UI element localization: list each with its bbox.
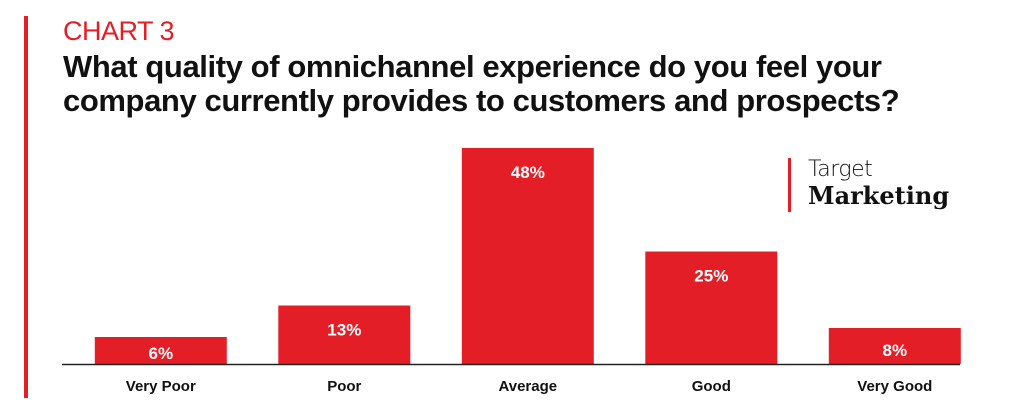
bar-value-label: 25%	[694, 267, 728, 286]
brand-name-line2: Marketing	[808, 181, 950, 210]
accent-rule	[24, 16, 28, 398]
bar-value-label: 6%	[149, 344, 174, 363]
x-tick-label: Very Good	[857, 378, 932, 395]
x-tick-label: Poor	[327, 378, 361, 395]
bar-very-poor	[94, 337, 227, 364]
bar-value-label: 8%	[883, 341, 908, 360]
bar-very-good	[828, 328, 961, 364]
brand-accent-bar	[788, 158, 791, 212]
bar-group: 6% 13% 48% 25% 8%	[94, 148, 961, 364]
chart-title: What quality of omnichannel experience d…	[63, 49, 900, 118]
x-tick-label: Very Poor	[126, 378, 196, 395]
bar-average	[461, 148, 594, 364]
x-axis-tick-labels: Very Poor Poor Average Good Very Good	[126, 378, 933, 395]
chart-label: CHART 3	[63, 16, 175, 46]
bar-good	[645, 251, 778, 364]
bar-value-label: 48%	[511, 163, 545, 182]
x-tick-label: Average	[498, 378, 557, 395]
bar-poor	[278, 305, 411, 364]
brand-name-line1: Target	[808, 157, 873, 182]
bar-value-label: 13%	[327, 321, 361, 340]
x-tick-label: Good	[692, 378, 731, 395]
